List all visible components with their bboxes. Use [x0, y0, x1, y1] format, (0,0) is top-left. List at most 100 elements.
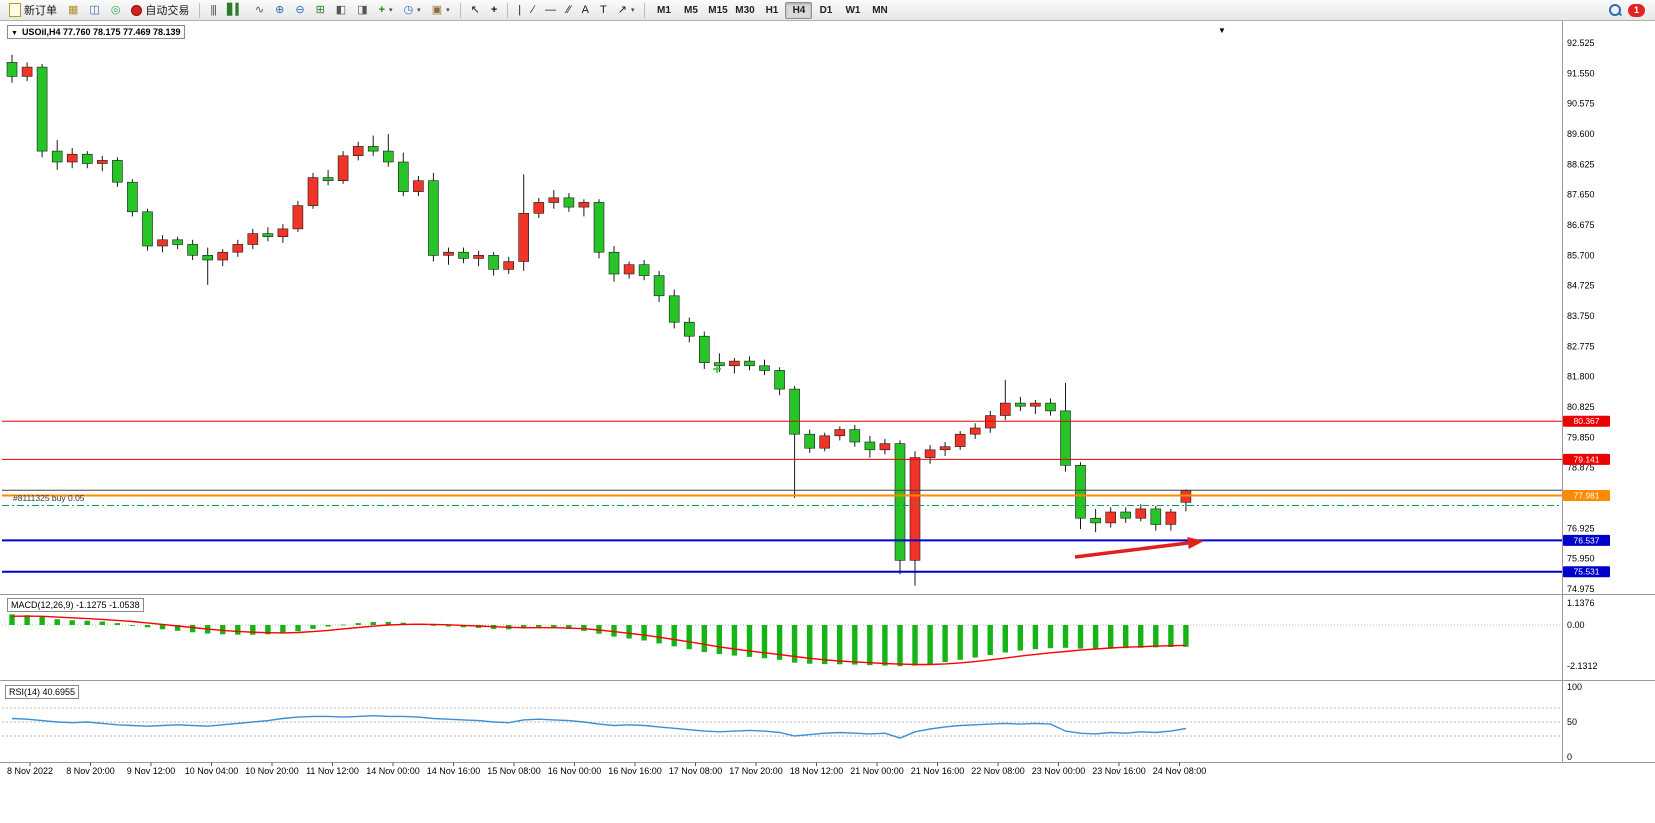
market-watch-button[interactable]: ▦ [63, 1, 83, 19]
svg-text:100: 100 [1567, 682, 1582, 692]
svg-text:75.531: 75.531 [1574, 567, 1600, 577]
timeframe-h1[interactable]: H1 [758, 2, 785, 19]
timeframe-h4[interactable]: H4 [785, 1, 813, 19]
clock-icon: ◷ [403, 3, 414, 16]
arrows-tool-button[interactable]: ↗ ▾ [613, 1, 640, 19]
layout-b-button[interactable]: ◨ [352, 1, 372, 19]
svg-text:1.1376: 1.1376 [1567, 598, 1595, 608]
new-order-label: 新订单 [24, 5, 57, 17]
andrews-tool-button[interactable]: A [577, 1, 594, 19]
timeframe-m1[interactable]: M1 [650, 2, 677, 19]
search-icon[interactable] [1609, 3, 1622, 17]
rsi-indicator-label: RSI(14) 40.6955 [5, 685, 80, 699]
svg-text:75.950: 75.950 [1567, 554, 1595, 564]
svg-text:87.650: 87.650 [1567, 190, 1595, 200]
new-order-button[interactable]: 新订单 [4, 1, 62, 19]
horizontal-line-tool-button[interactable]: — [540, 1, 561, 19]
add-indicator-button[interactable]: + ▾ [374, 1, 398, 19]
autotrading-button[interactable]: 自动交易 [126, 1, 194, 19]
svg-text:16 Nov 00:00: 16 Nov 00:00 [548, 766, 602, 776]
template-button[interactable]: ▣ ▾ [427, 1, 455, 19]
svg-text:80.367: 80.367 [1574, 416, 1600, 426]
tile-windows-button[interactable]: ⊞ [311, 1, 330, 19]
svg-text:15 Nov 08:00: 15 Nov 08:00 [487, 766, 541, 776]
position-label: #8111325 buy 0.05 [13, 493, 85, 503]
svg-text:50: 50 [1567, 717, 1577, 727]
svg-text:21 Nov 00:00: 21 Nov 00:00 [850, 766, 904, 776]
layout-a-icon: ◧ [335, 3, 347, 16]
svg-text:16 Nov 16:00: 16 Nov 16:00 [608, 766, 662, 776]
toolbar-separator [459, 2, 461, 18]
vertical-line-tool-button[interactable]: | [513, 1, 526, 19]
svg-text:90.575: 90.575 [1567, 99, 1595, 109]
autotrading-label: 自动交易 [145, 5, 190, 17]
timeframe-m5[interactable]: M5 [677, 2, 704, 19]
chart-canvas[interactable]: 92.525 91.550 90.575 89.600 88.625 87.650 86.6… [0, 21, 1655, 823]
svg-text:82.775: 82.775 [1567, 341, 1595, 351]
toolbar-separator [507, 2, 509, 18]
svg-text:-2.1312: -2.1312 [1567, 661, 1598, 671]
zoom-out-button[interactable]: ⊖ [290, 1, 309, 19]
navigator-icon: ◎ [110, 3, 121, 16]
autoscroll-marker[interactable]: ▼ [1218, 26, 1226, 35]
svg-text:76.537: 76.537 [1574, 535, 1600, 545]
svg-text:84.725: 84.725 [1567, 281, 1595, 291]
data-window-icon: ◫ [89, 3, 100, 16]
crosshair-tool-button[interactable]: + [486, 1, 502, 19]
svg-text:79.850: 79.850 [1567, 432, 1595, 442]
text-t-icon: T [600, 3, 607, 16]
chevron-down-icon: ▾ [446, 7, 450, 14]
svg-text:23 Nov 16:00: 23 Nov 16:00 [1092, 766, 1146, 776]
svg-text:11 Nov 12:00: 11 Nov 12:00 [306, 766, 359, 776]
navigator-button[interactable]: ◎ [106, 1, 126, 19]
periods-button[interactable]: ◷ ▾ [399, 1, 426, 19]
candle-chart-mode-button[interactable]: ▋▍ [222, 1, 249, 19]
zoom-out-icon: ⊖ [295, 3, 305, 16]
svg-text:78.875: 78.875 [1567, 463, 1595, 473]
svg-text:89.600: 89.600 [1567, 129, 1595, 139]
notification-badge[interactable]: 1 [1628, 3, 1645, 17]
chart-area[interactable]: 92.525 91.550 90.575 89.600 88.625 87.650 86.6… [0, 21, 1655, 823]
candle-chart-icon: ▋▍ [227, 3, 244, 16]
svg-text:14 Nov 00:00: 14 Nov 00:00 [366, 766, 420, 776]
trendline-tool-button[interactable]: ∕ [527, 1, 539, 19]
toolbar-separator [644, 2, 646, 18]
svg-text:8 Nov 2022: 8 Nov 2022 [7, 766, 53, 776]
svg-text:83.750: 83.750 [1567, 311, 1595, 321]
timeframe-m30[interactable]: M30 [731, 2, 758, 19]
line-chart-mode-button[interactable]: ∿ [250, 1, 269, 19]
svg-text:10 Nov 04:00: 10 Nov 04:00 [185, 766, 239, 776]
svg-text:88.625: 88.625 [1567, 159, 1595, 169]
template-icon: ▣ [431, 3, 443, 16]
channel-tool-button[interactable]: ∕∕ [562, 1, 576, 19]
line-chart-icon: ∿ [254, 3, 265, 16]
one-click-trading-toggle[interactable]: ▼ [11, 30, 18, 37]
svg-text:0.00: 0.00 [1567, 620, 1585, 630]
zoom-in-button[interactable]: ⊕ [270, 1, 289, 19]
toolbar-right: 1 [1609, 3, 1651, 17]
timeframe-d1[interactable]: D1 [812, 2, 839, 19]
data-window-button[interactable]: ◫ [84, 1, 104, 19]
arrows-icon: ↗ [617, 3, 627, 16]
svg-text:21 Nov 16:00: 21 Nov 16:00 [911, 766, 965, 776]
timeframe-mn[interactable]: MN [866, 2, 893, 19]
zoom-in-icon: ⊕ [275, 3, 285, 16]
chevron-down-icon: ▾ [630, 7, 635, 14]
cursor-icon: ↖ [470, 3, 480, 16]
layout-a-button[interactable]: ◧ [331, 1, 351, 19]
crosshair-icon: + [490, 3, 498, 16]
vertical-line-icon: | [518, 3, 522, 16]
horizontal-line-icon: — [544, 3, 556, 16]
text-tool-button[interactable]: T [595, 1, 612, 19]
svg-text:79.141: 79.141 [1574, 454, 1600, 464]
timeframe-w1[interactable]: W1 [839, 2, 866, 19]
svg-text:76.925: 76.925 [1567, 523, 1595, 533]
svg-text:14 Nov 16:00: 14 Nov 16:00 [427, 766, 481, 776]
svg-text:0: 0 [1567, 752, 1572, 762]
svg-text:18 Nov 12:00: 18 Nov 12:00 [790, 766, 844, 776]
bar-chart-mode-button[interactable]: ||| [205, 1, 221, 19]
autotrading-icon [131, 4, 143, 16]
timeframe-m15[interactable]: M15 [704, 2, 731, 19]
cursor-tool-button[interactable]: ↖ [466, 1, 485, 19]
